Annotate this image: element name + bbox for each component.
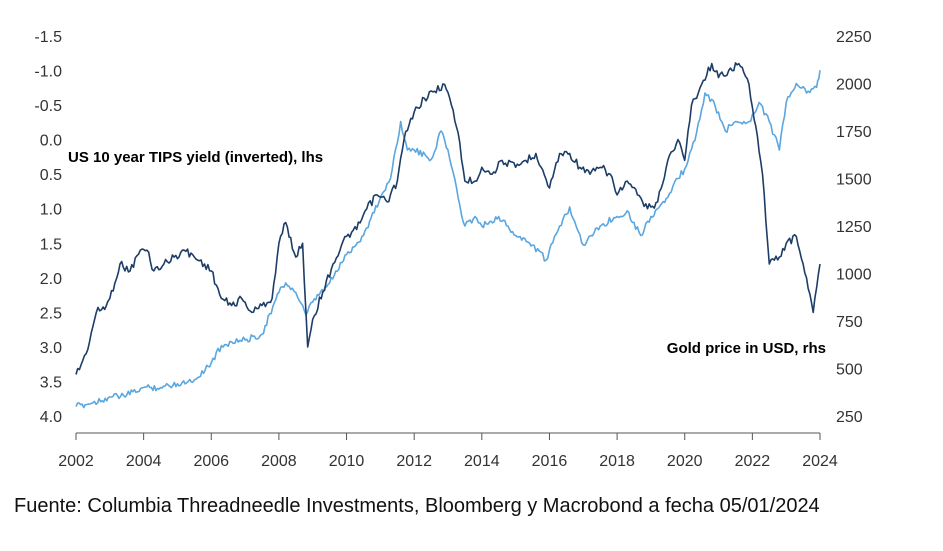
- left-tick-label: 0.5: [40, 167, 62, 184]
- right-tick-label: 500: [836, 362, 863, 379]
- plot-area: [75, 62, 821, 409]
- right-tick-label: 1750: [836, 124, 872, 141]
- x-tick-label: 2004: [126, 453, 162, 470]
- tips-series-label: US 10 year TIPS yield (inverted), lhs: [68, 149, 323, 166]
- left-tick-label: 2.5: [40, 305, 62, 322]
- x-tick-label: 2014: [464, 453, 500, 470]
- left-tick-label: 0.0: [40, 133, 62, 150]
- left-tick-label: 3.5: [40, 374, 62, 391]
- source-note: Fuente: Columbia Threadneedle Investment…: [14, 495, 820, 517]
- right-tick-label: 1000: [836, 267, 872, 284]
- x-tick-label: 2020: [667, 453, 703, 470]
- x-tick-label: 2016: [532, 453, 568, 470]
- right-tick-label: 250: [836, 409, 863, 426]
- left-tick-label: 3.0: [40, 340, 62, 357]
- tips-yield-line: [75, 62, 821, 375]
- x-tick-label: 2002: [58, 453, 94, 470]
- x-tick-label: 2006: [193, 453, 229, 470]
- chart: -1.5-1.0-0.50.00.51.01.52.02.53.03.54.0 …: [34, 29, 872, 470]
- x-tick-label: 2022: [735, 453, 771, 470]
- right-tick-label: 2250: [836, 29, 872, 46]
- x-tick-label: 2010: [329, 453, 365, 470]
- x-tick-label: 2012: [396, 453, 432, 470]
- x-axis-ticks: 2002 2004 2006 2008 2010 2012 2014 2016 2018 2020…: [58, 433, 838, 470]
- gold-price-line: [75, 70, 821, 409]
- left-axis-ticks: -1.5 -1.0 -0.5 0.0 0.5 1.0 1.5 2.0 2.5 3.0 3.5 4.0: [34, 29, 62, 426]
- x-tick-label: 2024: [802, 453, 838, 470]
- left-tick-label: 1.0: [40, 202, 62, 219]
- gold-series-label: Gold price in USD, rhs: [667, 340, 826, 357]
- right-axis-ticks: 2250 2000 1750 1500 1250 1000 750 500 250: [836, 29, 872, 426]
- left-tick-label: -1.5: [34, 29, 62, 46]
- right-tick-label: 1500: [836, 172, 872, 189]
- left-tick-label: 1.5: [40, 236, 62, 253]
- right-tick-label: 2000: [836, 77, 872, 94]
- left-tick-label: 4.0: [40, 409, 62, 426]
- right-tick-label: 1250: [836, 219, 872, 236]
- x-tick-label: 2018: [599, 453, 635, 470]
- left-tick-label: 2.0: [40, 271, 62, 288]
- left-tick-label: -1.0: [34, 64, 62, 81]
- right-tick-label: 750: [836, 314, 863, 331]
- x-tick-label: 2008: [261, 453, 297, 470]
- left-tick-label: -0.5: [34, 98, 62, 115]
